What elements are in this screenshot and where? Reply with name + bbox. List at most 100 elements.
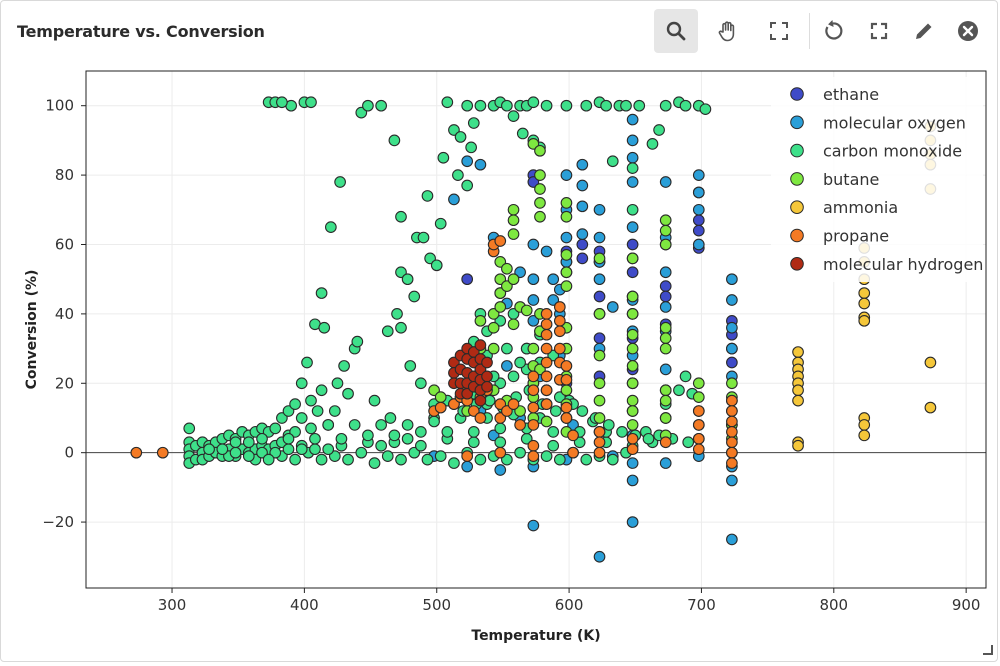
data-point[interactable] [792, 439, 804, 452]
data-point[interactable] [454, 131, 467, 143]
legend-item[interactable]: molecular oxygen [790, 113, 966, 132]
data-point[interactable] [395, 210, 407, 223]
data-point[interactable] [560, 266, 573, 279]
data-point[interactable] [659, 363, 672, 376]
data-point[interactable] [401, 419, 414, 431]
data-point[interactable] [328, 405, 341, 417]
data-point[interactable] [576, 200, 589, 213]
data-point[interactable] [659, 280, 672, 292]
data-point[interactable] [527, 238, 540, 251]
data-point[interactable] [626, 221, 639, 233]
data-point[interactable] [593, 332, 606, 345]
data-point[interactable] [534, 169, 546, 181]
data-point[interactable] [474, 99, 487, 112]
data-point[interactable] [487, 342, 500, 355]
data-point[interactable] [315, 384, 328, 397]
data-point[interactable] [858, 429, 871, 442]
legend-item[interactable]: ammonia [790, 198, 898, 217]
data-point[interactable] [560, 401, 573, 414]
data-point[interactable] [507, 214, 520, 227]
data-point[interactable] [620, 99, 632, 112]
data-point[interactable] [229, 436, 242, 449]
data-point[interactable] [593, 436, 606, 449]
data-point[interactable] [692, 186, 705, 199]
data-point[interactable] [593, 231, 606, 244]
data-point[interactable] [540, 308, 553, 320]
data-point[interactable] [527, 294, 540, 306]
data-point[interactable] [726, 294, 738, 306]
data-point[interactable] [514, 446, 526, 459]
data-point[interactable] [553, 301, 566, 313]
data-point[interactable] [659, 394, 672, 407]
data-point[interactable] [540, 384, 553, 397]
data-point[interactable] [858, 314, 871, 327]
series-carbon-monoxide[interactable] [183, 96, 712, 469]
data-point[interactable] [576, 158, 589, 171]
data-point[interactable] [553, 325, 566, 338]
data-point[interactable] [626, 203, 639, 216]
data-point[interactable] [289, 398, 301, 410]
data-point[interactable] [289, 453, 301, 466]
data-point[interactable] [434, 450, 447, 462]
data-point[interactable] [514, 419, 526, 431]
data-point[interactable] [507, 318, 520, 331]
data-point[interactable] [626, 162, 639, 175]
data-point[interactable] [474, 394, 487, 407]
data-point[interactable] [593, 446, 606, 459]
data-point[interactable] [434, 391, 447, 404]
data-point[interactable] [461, 450, 474, 462]
data-point[interactable] [593, 349, 606, 362]
data-point[interactable] [726, 533, 738, 546]
data-point[interactable] [626, 443, 639, 456]
data-point[interactable] [388, 134, 401, 147]
data-point[interactable] [309, 432, 321, 445]
data-point[interactable] [437, 151, 450, 164]
resize-handle[interactable] [983, 645, 993, 655]
data-point[interactable] [659, 238, 672, 251]
data-point[interactable] [626, 290, 639, 303]
data-point[interactable] [593, 203, 606, 216]
data-point[interactable] [692, 224, 705, 237]
data-point[interactable] [362, 99, 374, 112]
data-point[interactable] [262, 453, 275, 466]
data-point[interactable] [461, 155, 474, 168]
data-point[interactable] [553, 314, 566, 327]
data-point[interactable] [560, 169, 573, 181]
data-point[interactable] [626, 394, 639, 407]
data-point[interactable] [441, 96, 454, 109]
data-point[interactable] [593, 308, 606, 320]
data-point[interactable] [547, 426, 560, 438]
data-point[interactable] [858, 419, 871, 431]
data-point[interactable] [384, 412, 397, 424]
data-point[interactable] [653, 124, 665, 136]
data-point[interactable] [633, 99, 646, 112]
data-point[interactable] [659, 321, 672, 334]
data-point[interactable] [540, 99, 553, 112]
fullscreen-button[interactable] [857, 9, 901, 53]
data-point[interactable] [441, 426, 454, 438]
legend-item[interactable]: molecular hydrogen [790, 255, 984, 274]
data-point[interactable] [452, 169, 464, 181]
data-point[interactable] [924, 401, 937, 414]
data-point[interactable] [560, 99, 573, 112]
data-point[interactable] [527, 419, 540, 431]
data-point[interactable] [348, 419, 361, 431]
data-point[interactable] [626, 457, 639, 469]
data-point[interactable] [494, 464, 507, 476]
data-point[interactable] [567, 429, 579, 442]
data-point[interactable] [792, 346, 804, 358]
series-propane[interactable] [130, 235, 738, 469]
data-point[interactable] [242, 436, 255, 449]
data-point[interactable] [507, 228, 520, 240]
data-point[interactable] [355, 446, 368, 459]
data-point[interactable] [726, 457, 738, 469]
data-point[interactable] [507, 203, 520, 216]
data-point[interactable] [401, 432, 414, 445]
legend-item[interactable]: ethane [790, 85, 879, 104]
data-point[interactable] [467, 436, 480, 449]
data-point[interactable] [560, 197, 573, 209]
data-point[interactable] [616, 426, 628, 438]
data-point[interactable] [576, 179, 589, 192]
data-point[interactable] [593, 377, 606, 390]
data-point[interactable] [415, 377, 427, 390]
